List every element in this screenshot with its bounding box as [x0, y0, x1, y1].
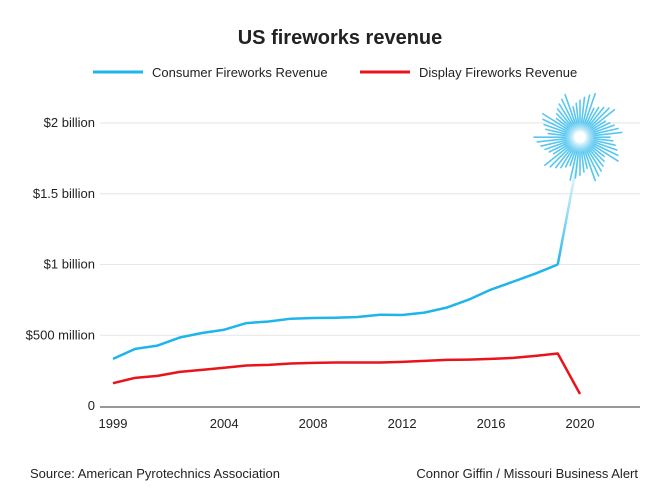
- legend-label-consumer: Consumer Fireworks Revenue: [152, 65, 328, 80]
- legend-label-display: Display Fireworks Revenue: [419, 65, 577, 80]
- y-tick-label: 0: [88, 398, 95, 413]
- series-line-display: [112, 352, 582, 395]
- burst-core: [564, 121, 596, 154]
- x-tick-label: 2008: [299, 416, 328, 431]
- x-axis: 1999 2004 2008 2012 2016 2020: [99, 416, 595, 431]
- y-axis: 0 $500 million $1 billion $1.5 billion $2 bi…: [26, 115, 95, 413]
- y-tick-label: $1.5 billion: [33, 186, 95, 201]
- series-line-consumer: [112, 263, 559, 361]
- x-tick-label: 2016: [477, 416, 506, 431]
- y-tick-label: $1 billion: [44, 257, 95, 272]
- source-note: Source: American Pyrotechnics Associatio…: [30, 466, 280, 481]
- grid: [100, 122, 640, 408]
- x-tick-label: 2004: [210, 416, 239, 431]
- y-tick-label: $2 billion: [44, 115, 95, 130]
- chart-title: US fireworks revenue: [238, 27, 443, 49]
- firework-burst-icon: [533, 92, 623, 182]
- credit-note: Connor Giffin / Missouri Business Alert: [416, 466, 638, 481]
- x-tick-label: 2012: [388, 416, 417, 431]
- x-tick-label: 2020: [566, 416, 595, 431]
- legend: Consumer Fireworks Revenue Display Firew…: [93, 65, 577, 80]
- series: [112, 146, 582, 395]
- y-tick-label: $500 million: [26, 327, 95, 342]
- x-tick-label: 1999: [99, 416, 128, 431]
